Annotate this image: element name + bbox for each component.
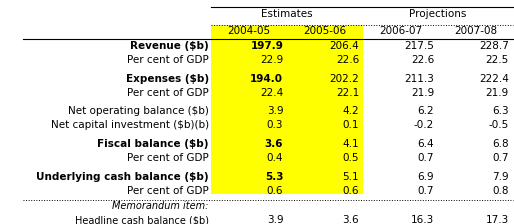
Text: 22.1: 22.1 bbox=[336, 88, 359, 98]
Text: Net operating balance ($b): Net operating balance ($b) bbox=[68, 106, 209, 116]
Text: 22.4: 22.4 bbox=[260, 88, 283, 98]
Text: 194.0: 194.0 bbox=[250, 74, 283, 84]
Text: Revenue ($b): Revenue ($b) bbox=[130, 41, 209, 51]
Text: 22.5: 22.5 bbox=[485, 55, 509, 65]
Text: 2005-06: 2005-06 bbox=[304, 26, 347, 37]
Text: 0.7: 0.7 bbox=[418, 185, 434, 196]
Text: Estimates: Estimates bbox=[262, 9, 313, 19]
Bar bbox=[211, 25, 363, 39]
Text: 4.2: 4.2 bbox=[343, 106, 359, 116]
Text: 7.9: 7.9 bbox=[492, 172, 509, 182]
Text: 22.6: 22.6 bbox=[336, 55, 359, 65]
Text: 0.5: 0.5 bbox=[343, 153, 359, 163]
Text: 222.4: 222.4 bbox=[479, 74, 509, 84]
Text: 6.4: 6.4 bbox=[417, 139, 434, 149]
Text: Net capital investment ($b)(b): Net capital investment ($b)(b) bbox=[51, 120, 209, 130]
Text: 202.2: 202.2 bbox=[329, 74, 359, 84]
Text: Projections: Projections bbox=[409, 9, 467, 19]
Text: 21.9: 21.9 bbox=[411, 88, 434, 98]
Text: Per cent of GDP: Per cent of GDP bbox=[127, 185, 209, 196]
Text: -0.5: -0.5 bbox=[488, 120, 509, 130]
Text: 16.3: 16.3 bbox=[411, 215, 434, 224]
Text: 6.9: 6.9 bbox=[417, 172, 434, 182]
Text: 21.9: 21.9 bbox=[485, 88, 509, 98]
Text: 22.9: 22.9 bbox=[260, 55, 283, 65]
Text: Underlying cash balance ($b): Underlying cash balance ($b) bbox=[36, 172, 209, 182]
Text: 0.6: 0.6 bbox=[343, 185, 359, 196]
Text: 22.6: 22.6 bbox=[411, 55, 434, 65]
Text: 217.5: 217.5 bbox=[405, 41, 434, 51]
Text: 2006-07: 2006-07 bbox=[379, 26, 422, 37]
Text: 228.7: 228.7 bbox=[479, 41, 509, 51]
Text: 3.9: 3.9 bbox=[267, 215, 283, 224]
Text: 0.1: 0.1 bbox=[343, 120, 359, 130]
Text: 0.3: 0.3 bbox=[267, 120, 283, 130]
Text: 3.6: 3.6 bbox=[265, 139, 283, 149]
Text: 3.6: 3.6 bbox=[343, 215, 359, 224]
Text: Per cent of GDP: Per cent of GDP bbox=[127, 88, 209, 98]
Text: 6.3: 6.3 bbox=[492, 106, 509, 116]
Text: Expenses ($b): Expenses ($b) bbox=[126, 74, 209, 84]
Text: 6.8: 6.8 bbox=[492, 139, 509, 149]
Text: 5.1: 5.1 bbox=[343, 172, 359, 182]
Text: 0.8: 0.8 bbox=[492, 185, 509, 196]
Text: 3.9: 3.9 bbox=[267, 106, 283, 116]
Text: 211.3: 211.3 bbox=[405, 74, 434, 84]
Text: 0.7: 0.7 bbox=[492, 153, 509, 163]
Text: 5.3: 5.3 bbox=[265, 172, 283, 182]
Text: 0.7: 0.7 bbox=[418, 153, 434, 163]
Text: 0.4: 0.4 bbox=[267, 153, 283, 163]
Text: 206.4: 206.4 bbox=[329, 41, 359, 51]
Text: Per cent of GDP: Per cent of GDP bbox=[127, 153, 209, 163]
Text: Headline cash balance ($b): Headline cash balance ($b) bbox=[75, 215, 209, 224]
Text: Fiscal balance ($b): Fiscal balance ($b) bbox=[97, 139, 209, 149]
Text: 2004-05: 2004-05 bbox=[228, 26, 271, 37]
Text: Memorandum item:: Memorandum item: bbox=[113, 201, 209, 211]
Text: -0.2: -0.2 bbox=[414, 120, 434, 130]
Text: 17.3: 17.3 bbox=[485, 215, 509, 224]
Text: 2007-08: 2007-08 bbox=[454, 26, 497, 37]
Text: 6.2: 6.2 bbox=[417, 106, 434, 116]
Text: 0.6: 0.6 bbox=[267, 185, 283, 196]
Text: 197.9: 197.9 bbox=[250, 41, 283, 51]
Text: 4.1: 4.1 bbox=[343, 139, 359, 149]
Text: Per cent of GDP: Per cent of GDP bbox=[127, 55, 209, 65]
